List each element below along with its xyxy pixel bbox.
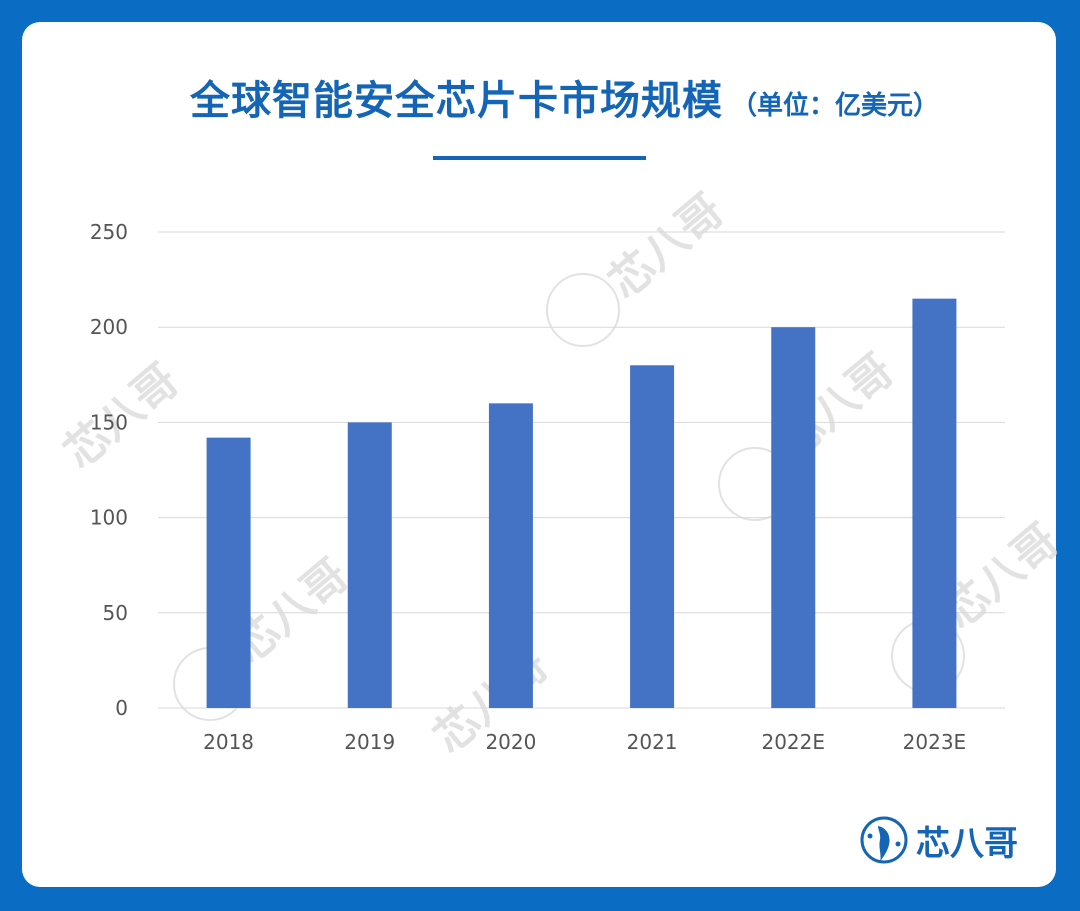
bar-2019 (347, 422, 392, 708)
x-tick-label: 2021 (627, 730, 678, 754)
chart-title: 全球智能安全芯片卡市场规模 （单位：亿美元） (190, 68, 939, 126)
brand-logo: 芯八哥 (858, 814, 1018, 866)
bars (206, 298, 957, 708)
bar-2023E (912, 298, 957, 708)
chart-unit-text: （单位：亿美元） (731, 91, 940, 121)
y-tick-label: 250 (90, 220, 128, 244)
x-tick-label: 2019 (344, 730, 395, 754)
y-tick-label: 100 (90, 506, 128, 530)
y-tick-label: 0 (115, 696, 128, 720)
bird-logo-icon (860, 816, 908, 864)
x-tick-label: 2020 (485, 730, 536, 754)
title-underline (433, 156, 646, 160)
bar-2020 (488, 403, 533, 708)
x-tick-label: 2018 (203, 730, 254, 754)
y-axis-ticks: 0 50 100 150 200 250 (90, 220, 128, 720)
x-tick-label: 2023E (903, 730, 967, 754)
y-tick-label: 150 (90, 410, 128, 434)
bar-2021 (630, 365, 675, 708)
brand-name: 芯八哥 (916, 823, 1018, 864)
bar-2022E (771, 327, 816, 708)
chart-card (22, 22, 1056, 887)
bar-2018 (206, 437, 251, 708)
y-tick-label: 50 (103, 601, 128, 625)
gridlines (158, 231, 1005, 709)
x-tick-label: 2022E (761, 730, 825, 754)
x-axis-ticks: 2018 2019 2020 2021 2022E 2023E (203, 730, 966, 754)
chart-title-text: 全球智能安全芯片卡市场规模 (190, 78, 723, 124)
y-tick-label: 200 (90, 315, 128, 339)
